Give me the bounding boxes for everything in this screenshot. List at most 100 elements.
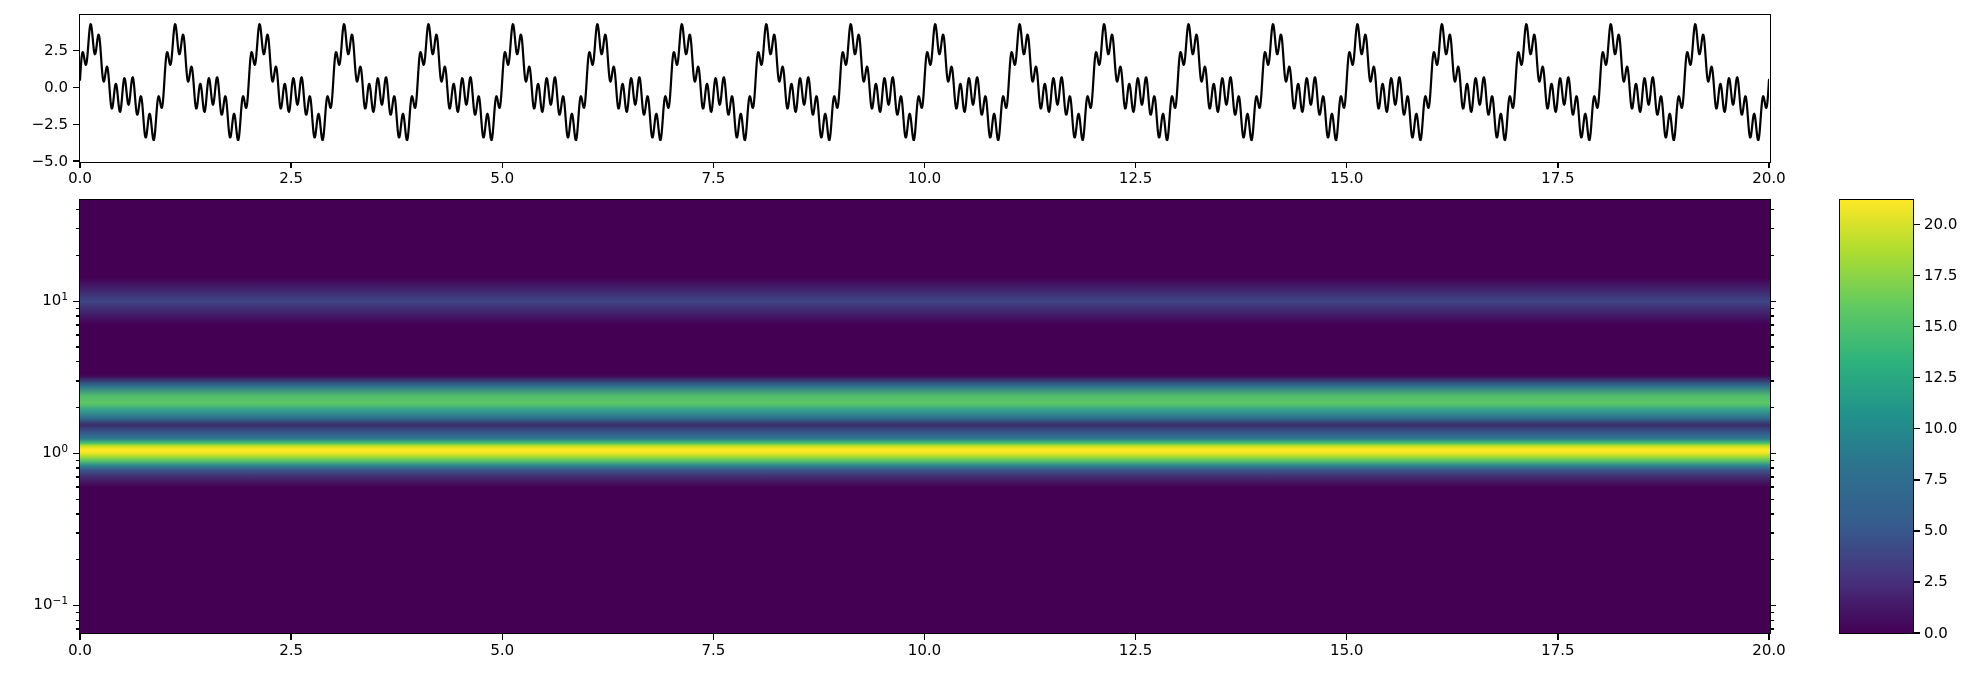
signal-x-tick-label: 2.5 <box>279 169 304 187</box>
colorbar-tick <box>1914 479 1920 481</box>
scalogram-x-tick <box>79 634 81 640</box>
scalogram-y-minor-tick-right <box>1770 513 1774 515</box>
signal-x-tick-label: 12.5 <box>1118 169 1153 187</box>
colorbar-tick-label: 7.5 <box>1924 470 1948 489</box>
scalogram-x-tick <box>1134 634 1137 640</box>
signal-x-tick <box>79 162 81 168</box>
scalogram-x-tick-label: 17.5 <box>1541 641 1575 659</box>
signal-x-tick <box>501 162 503 168</box>
signal-axes <box>79 14 1771 163</box>
scalogram-x-tick-label: 0.0 <box>68 641 92 659</box>
colorbar-tick <box>1914 428 1920 430</box>
scalogram-y-minor-tick-right <box>1770 628 1774 630</box>
scalogram-log-tick-label: 101 <box>42 290 68 309</box>
signal-line <box>80 23 1769 142</box>
signal-x-tick-label: 20.0 <box>1752 169 1786 187</box>
signal-x-tick-label: 0.0 <box>68 169 92 187</box>
scalogram-y-minor-tick-right <box>1770 486 1774 488</box>
signal-x-tick <box>290 162 292 168</box>
scalogram-y-minor-tick <box>75 380 79 382</box>
scalogram-x-tick-label: 12.5 <box>1118 641 1153 659</box>
scalogram-x-tick <box>1557 634 1559 640</box>
scalogram-y-minor-tick <box>75 406 79 409</box>
signal-x-tick <box>1557 162 1559 168</box>
signal-y-tick <box>73 50 79 52</box>
signal-x-tick <box>1768 162 1770 168</box>
scalogram-y-minor-tick-right <box>1770 406 1774 409</box>
scalogram-y-minor-tick <box>75 486 79 488</box>
scalogram-y-major-tick <box>73 300 79 302</box>
signal-x-tick <box>923 162 926 168</box>
scalogram-x-tick <box>712 634 715 640</box>
scalogram-y-minor-tick-right <box>1770 254 1774 257</box>
scalogram-y-minor-tick <box>75 334 79 336</box>
scalogram-y-minor-tick <box>75 361 79 363</box>
colorbar-tick <box>1914 376 1920 379</box>
scalogram-y-minor-tick-right <box>1770 334 1774 336</box>
colorbar-tick <box>1914 274 1920 277</box>
scalogram-y-minor-tick <box>75 619 79 621</box>
scalogram-y-minor-tick <box>75 208 79 211</box>
scalogram-y-minor-tick <box>75 227 79 230</box>
colorbar-tick-label: 17.5 <box>1924 266 1958 285</box>
scalogram-y-minor-tick <box>75 532 79 534</box>
signal-x-tick <box>1346 162 1348 168</box>
scalogram-x-tick <box>1768 634 1770 640</box>
colorbar-tick <box>1914 530 1920 532</box>
scalogram-x-tick <box>501 634 503 640</box>
scalogram-y-minor-tick-right <box>1770 227 1774 230</box>
colorbar-tick-label: 15.0 <box>1924 317 1958 336</box>
scalogram-y-minor-tick <box>75 307 79 309</box>
scalogram-y-minor-tick-right <box>1770 380 1774 382</box>
scalogram-x-tick-label: 5.0 <box>490 641 515 659</box>
scalogram-y-minor-tick-right <box>1770 619 1774 621</box>
scalogram-x-tick <box>1346 634 1348 640</box>
colorbar-tick <box>1914 223 1920 226</box>
signal-x-tick <box>1134 162 1137 168</box>
colorbar-tick-label: 20.0 <box>1924 215 1958 233</box>
colorbar <box>1839 199 1914 634</box>
colorbar-tick-label: 5.0 <box>1924 521 1948 540</box>
colorbar-tick-label: 12.5 <box>1924 368 1958 387</box>
scalogram-y-major-tick-right <box>1770 604 1776 607</box>
scalogram-x-tick-label: 15.0 <box>1330 641 1364 659</box>
scalogram-y-minor-tick-right <box>1770 459 1774 462</box>
scalogram-y-minor-tick <box>75 513 79 515</box>
signal-x-tick-label: 17.5 <box>1541 169 1575 187</box>
scalogram-x-tick <box>923 634 926 640</box>
scalogram-y-minor-tick-right <box>1770 611 1774 614</box>
scalogram-y-major-tick <box>73 452 79 455</box>
scalogram-y-minor-tick <box>75 611 79 614</box>
scalogram-y-minor-tick-right <box>1770 208 1774 211</box>
signal-y-tick-label: 2.5 <box>44 41 68 60</box>
scalogram-y-minor-tick-right <box>1770 307 1774 309</box>
scalogram-y-minor-tick <box>75 467 79 469</box>
signal-y-tick-label: −5.0 <box>31 151 68 170</box>
signal-y-tick <box>73 160 79 162</box>
signal-y-tick-label: 0.0 <box>44 77 68 96</box>
scalogram-y-minor-tick-right <box>1770 324 1774 326</box>
scalogram-y-minor-tick <box>75 498 79 500</box>
signal-x-tick <box>712 162 715 168</box>
signal-x-tick-label: 15.0 <box>1330 169 1364 187</box>
colorbar-tick-label: 2.5 <box>1924 572 1948 591</box>
colorbar-tick <box>1914 632 1920 634</box>
scalogram-y-minor-tick-right <box>1770 532 1774 534</box>
colorbar-tick <box>1914 581 1920 583</box>
scalogram-y-minor-tick-right <box>1770 361 1774 363</box>
colorbar-tick-label: 10.0 <box>1924 419 1958 438</box>
scalogram-heatmap <box>79 199 1771 634</box>
scalogram-y-minor-tick <box>75 346 79 348</box>
signal-y-tick <box>73 86 79 89</box>
scalogram-y-minor-tick-right <box>1770 315 1774 317</box>
scalogram-y-major-tick-right <box>1770 452 1776 455</box>
scalogram-y-minor-tick <box>75 315 79 317</box>
scalogram-y-major-tick <box>73 604 79 607</box>
scalogram-log-tick-label: 10−1 <box>33 595 68 614</box>
scalogram-x-tick-label: 10.0 <box>907 641 942 659</box>
scalogram-y-minor-tick <box>75 476 79 478</box>
scalogram-log-tick-label: 100 <box>42 442 68 461</box>
signal-x-tick-label: 5.0 <box>490 169 515 187</box>
scalogram-y-minor-tick <box>75 459 79 462</box>
